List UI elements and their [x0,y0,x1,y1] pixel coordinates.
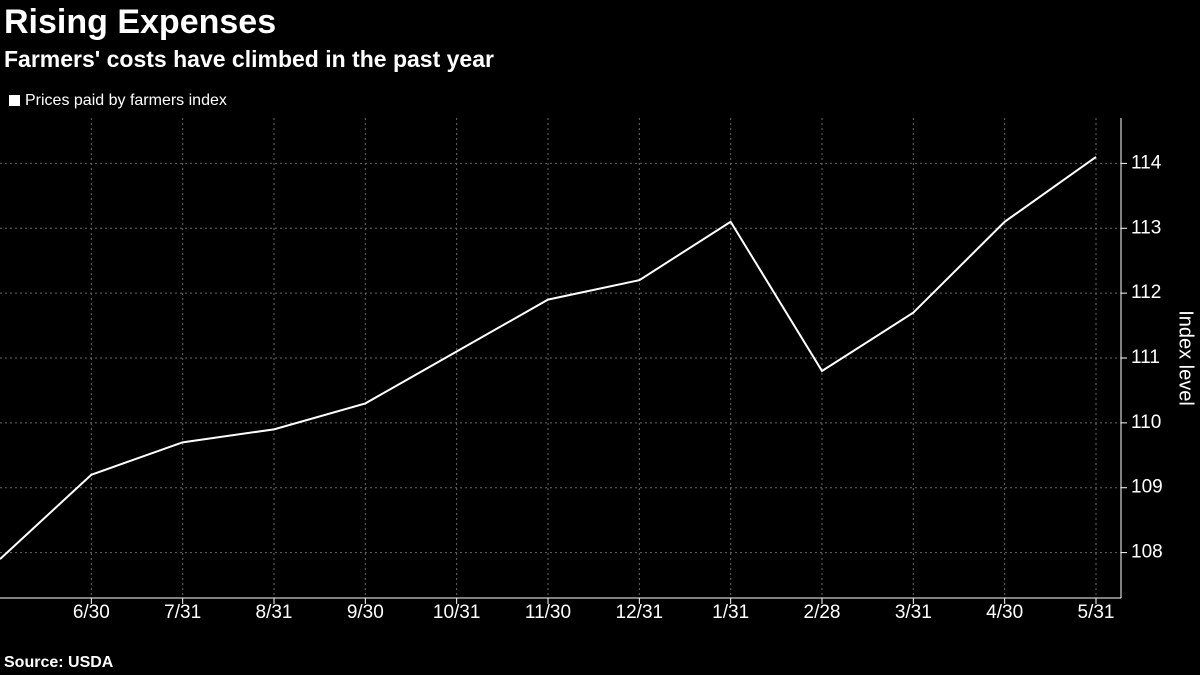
source: Source: USDA [4,654,114,671]
x-tick-label: 1/31 [712,602,749,623]
x-tick-label: 2/28 [804,602,841,623]
y-tick-label: 109 [1131,477,1163,498]
x-tick-label: 3/31 [895,602,932,623]
legend-label: Prices paid by farmers index [25,92,227,109]
y-tick-label: 112 [1131,282,1161,303]
y-tick-label: 113 [1131,217,1161,238]
x-tick-label: 7/31 [164,602,201,623]
x-tick-label: 9/30 [347,602,384,623]
data-line [0,156,1097,560]
chart-title: Rising Expenses [4,3,276,41]
x-tick-label: 11/30 [525,602,571,623]
y-axis-label: Index level [1175,310,1197,406]
chart-subtitle: Farmers' costs have climbed in the past … [4,46,494,72]
y-tick-label: 111 [1131,347,1160,368]
y-tick-label: 114 [1131,152,1162,173]
x-tick-label: 12/31 [616,602,664,623]
x-tick-label: 10/31 [433,602,481,623]
legend-swatch [9,95,20,106]
x-tick-label: 4/30 [986,602,1023,623]
x-tick-label: 6/30 [73,602,110,623]
x-tick-label: 5/31 [1078,602,1115,623]
x-tick-label: 8/31 [256,602,293,623]
y-tick-label: 108 [1131,542,1163,563]
y-tick-label: 110 [1131,412,1161,433]
